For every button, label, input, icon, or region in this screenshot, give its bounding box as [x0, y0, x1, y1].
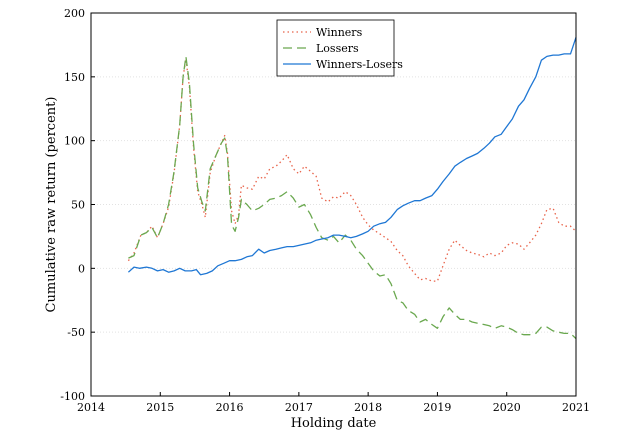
legend-box	[276, 19, 395, 77]
x-tick-label: 2014	[77, 401, 105, 414]
series-line-lossers	[128, 55, 577, 340]
y-axis-label: Cumulative raw return (percent)	[44, 97, 59, 313]
y-tick-label: 200	[64, 7, 85, 20]
y-tick-label: -100	[60, 390, 85, 403]
y-tick-label: 100	[64, 135, 85, 148]
gridlines	[91, 76, 576, 333]
legend-label: Winners-Losers	[316, 58, 403, 71]
x-tick-label: 2018	[354, 401, 382, 414]
y-tick-label: 150	[64, 71, 85, 84]
series-lines	[127, 37, 577, 340]
series-line-winners-losers	[127, 37, 577, 276]
x-axis-label: Holding date	[291, 416, 377, 431]
x-tick-label: 2017	[285, 401, 313, 414]
x-tick-label: 2015	[146, 401, 174, 414]
x-tick-label: 2016	[216, 401, 244, 414]
y-tick-label: -50	[67, 326, 85, 339]
x-tick-label: 2019	[423, 401, 451, 414]
legend-label: Winners	[316, 26, 363, 39]
y-tick-label: 0	[78, 262, 85, 275]
axis-ticks: 2014 2015 2016 2017 2018 2019 2020 2021 -100 -50 0…	[60, 7, 590, 414]
legend-label: Lossers	[316, 42, 359, 55]
x-tick-label: 2020	[493, 401, 521, 414]
x-tick-label: 2021	[562, 401, 590, 414]
y-tick-label: 50	[71, 199, 85, 212]
legend: Winners Lossers Winners-Losers	[276, 19, 403, 77]
series-line-winners	[127, 58, 577, 282]
